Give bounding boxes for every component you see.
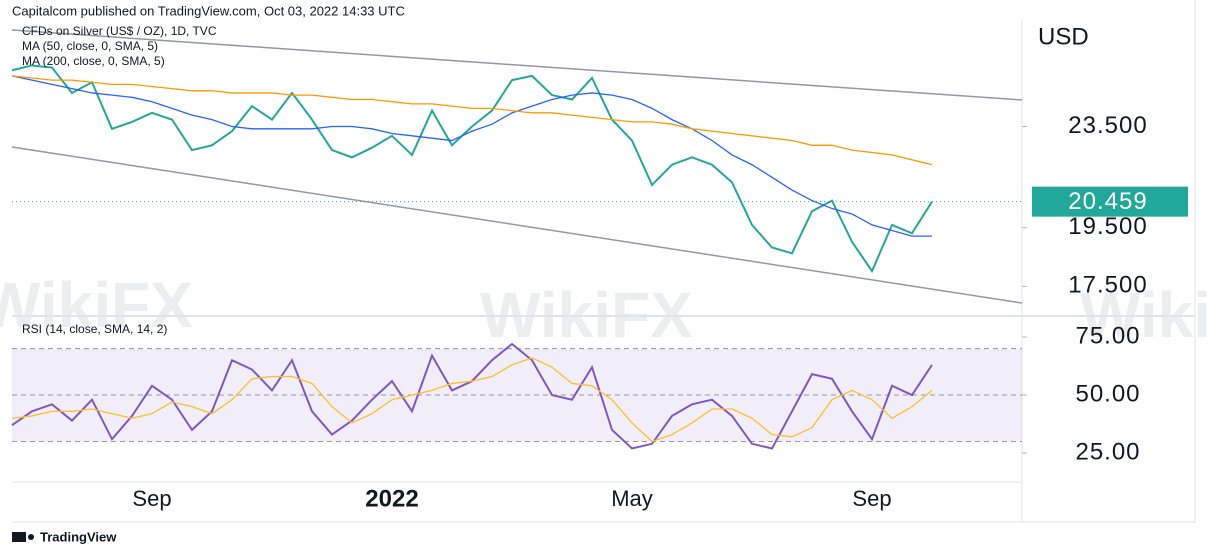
legend-entry: CFDs on Silver (US$ / OZ), 1D, TVC — [22, 24, 217, 38]
x-tick-label: Sep — [852, 486, 891, 511]
x-tick-label: Sep — [132, 486, 171, 511]
publish-header: Capitalcom published on TradingView.com,… — [12, 3, 405, 18]
legend-entry: MA (200, close, 0, SMA, 5) — [22, 54, 165, 68]
series-line — [11, 75, 933, 166]
y-tick-label: 25.00 — [1075, 438, 1140, 465]
y-tick-label: 17.500 — [1068, 272, 1147, 299]
footer-brand: TradingView — [40, 529, 117, 544]
y-tick-label: 50.00 — [1075, 380, 1140, 407]
series-line — [11, 75, 932, 237]
footer: TradingView — [12, 529, 117, 544]
logo — [28, 534, 34, 540]
legend-entry: MA (50, close, 0, SMA, 5) — [22, 39, 158, 53]
channel-upper — [11, 29, 1023, 101]
y-tick-label: 23.500 — [1068, 112, 1147, 139]
plot: 23.500 19.500 17.500 CFDs on Silver (US$ / … — [11, 24, 1188, 512]
watermark: WikiFX — [0, 269, 193, 341]
watermark: WikiFX — [1080, 279, 1208, 351]
watermarks: WikiFX WikiFX WikiFX — [0, 269, 1208, 351]
watermark: WikiFX — [480, 279, 693, 351]
currency-label: USD — [1038, 23, 1089, 50]
y-tick-label: 19.500 — [1068, 213, 1147, 240]
series-line — [11, 357, 933, 443]
logo — [12, 532, 26, 542]
legend-entry: RSI (14, close, SMA, 14, 2) — [22, 322, 167, 336]
channel-lower — [11, 146, 1023, 304]
y-tick-label: 75.00 — [1075, 322, 1140, 349]
series-line — [11, 64, 933, 274]
x-tick-label: 2022 — [365, 485, 418, 512]
x-tick-label: May — [611, 486, 653, 511]
last-price-label: 20.459 — [1068, 188, 1147, 215]
last-price-tag — [1032, 186, 1188, 217]
